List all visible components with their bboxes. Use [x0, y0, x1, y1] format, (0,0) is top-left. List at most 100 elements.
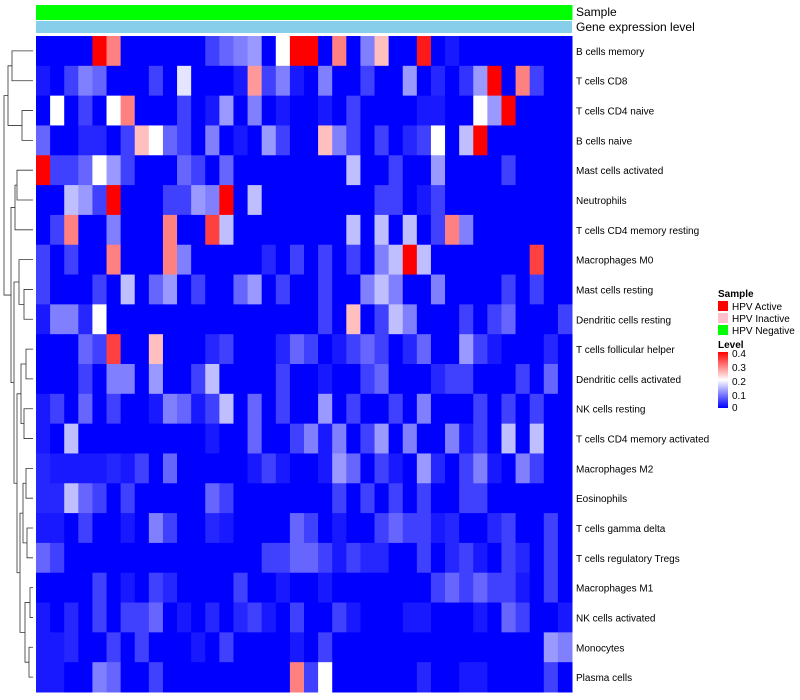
heatmap-cell — [50, 513, 65, 544]
heatmap-cell — [360, 632, 376, 663]
heatmap-cell — [445, 244, 460, 276]
heatmap-cell — [50, 483, 65, 514]
sample-annotation-cell — [402, 5, 418, 20]
heatmap-cell — [501, 334, 517, 365]
heatmap-cell — [134, 393, 150, 425]
heatmap-cell — [346, 453, 361, 484]
heatmap-cell — [36, 632, 51, 663]
heatmap-cell — [275, 274, 291, 305]
heatmap-cell — [388, 36, 404, 67]
heatmap-cell — [36, 185, 51, 216]
heatmap-cell — [148, 423, 164, 454]
heatmap-cell — [92, 334, 108, 365]
heatmap-cell — [529, 95, 545, 126]
heatmap-cell — [275, 542, 291, 574]
heatmap-cell — [304, 602, 319, 633]
heatmap-cell — [289, 95, 305, 126]
heatmap-cell — [191, 185, 206, 216]
sample-annotation-cell — [360, 5, 376, 20]
heatmap-cell — [487, 334, 502, 365]
heatmap-cell — [332, 274, 347, 305]
heatmap-cell — [543, 602, 559, 633]
heatmap-cell — [92, 602, 108, 633]
heatmap-cell — [388, 334, 404, 365]
heatmap-cell — [134, 274, 150, 305]
heatmap-cell — [50, 572, 65, 604]
heatmap-cell — [501, 602, 517, 633]
heatmap-cell — [275, 214, 291, 246]
heatmap-cell — [177, 95, 192, 126]
heatmap-cell — [529, 125, 545, 156]
heatmap-cell — [50, 453, 65, 484]
heatmap-cell — [416, 453, 432, 484]
heatmap-cell — [205, 662, 220, 693]
heatmap-cell — [289, 244, 305, 276]
heatmap-cell — [487, 304, 502, 335]
heatmap-cell — [64, 393, 79, 425]
heatmap-cell — [346, 542, 361, 574]
heatmap-cell — [92, 572, 108, 604]
heatmap-cell — [233, 155, 249, 186]
legend-swatch-hpv-active — [718, 301, 728, 311]
heatmap-cell — [219, 155, 234, 186]
sample-annotation-cell — [261, 5, 277, 20]
heatmap-cell — [177, 364, 192, 395]
heatmap-cell — [374, 423, 390, 454]
heatmap-cell — [162, 65, 178, 97]
heatmap-cell — [346, 304, 361, 335]
heatmap-cell — [360, 185, 376, 216]
heatmap-cell — [529, 304, 545, 335]
heatmap-cell — [487, 542, 502, 574]
heatmap-cell — [445, 155, 460, 186]
heatmap-cell — [247, 155, 263, 186]
heatmap-cell — [92, 513, 108, 544]
heatmap-cell — [332, 632, 347, 663]
heatmap-cell — [473, 95, 488, 126]
row-label: Macrophages M2 — [576, 464, 654, 475]
heatmap-cell — [78, 274, 93, 305]
heatmap-cell — [402, 632, 418, 663]
heatmap-cell — [78, 36, 93, 67]
heatmap-cell — [459, 244, 474, 276]
heatmap-cell — [515, 214, 531, 246]
heatmap-cell — [289, 602, 305, 633]
heatmap-cell — [162, 423, 178, 454]
heatmap-cell — [177, 632, 192, 663]
heatmap-cell — [430, 334, 446, 365]
heatmap-cell — [416, 36, 432, 67]
heatmap-cell — [346, 423, 361, 454]
heatmap-cell — [459, 95, 474, 126]
heatmap-cell — [247, 125, 263, 156]
heatmap-cell — [346, 185, 361, 216]
heatmap-cell — [346, 602, 361, 633]
row-label: T cells CD4 memory resting — [576, 226, 699, 237]
dendrogram-branch — [19, 512, 25, 633]
heatmap-cell — [529, 334, 545, 365]
heatmap-cell — [219, 36, 234, 67]
heatmap-cell — [247, 393, 263, 425]
heatmap-cell — [501, 364, 517, 395]
heatmap-cell — [473, 36, 488, 67]
heatmap-cell — [92, 483, 108, 514]
dendrogram-branch — [23, 408, 33, 439]
heatmap-cell — [120, 364, 136, 395]
heatmap-cell — [416, 274, 432, 305]
heatmap-cell — [78, 304, 93, 335]
heatmap-cell — [205, 185, 220, 216]
heatmap-cell — [64, 95, 79, 126]
heatmap-cell — [332, 483, 347, 514]
heatmap-cell — [120, 65, 136, 97]
heatmap-cell — [162, 483, 178, 514]
sample-annotation-cell — [557, 5, 573, 20]
heatmap-cell — [289, 65, 305, 97]
heatmap-cell — [148, 483, 164, 514]
heatmap-cell — [388, 304, 404, 335]
heatmap-cell — [487, 274, 502, 305]
heatmap-cell — [50, 393, 65, 425]
heatmap-cell — [177, 185, 192, 216]
heatmap-cell — [501, 95, 517, 126]
heatmap-cell — [120, 185, 136, 216]
heatmap-cell — [92, 36, 108, 67]
dendrogram-branch — [14, 184, 33, 231]
sample-annotation-cell — [374, 5, 390, 20]
